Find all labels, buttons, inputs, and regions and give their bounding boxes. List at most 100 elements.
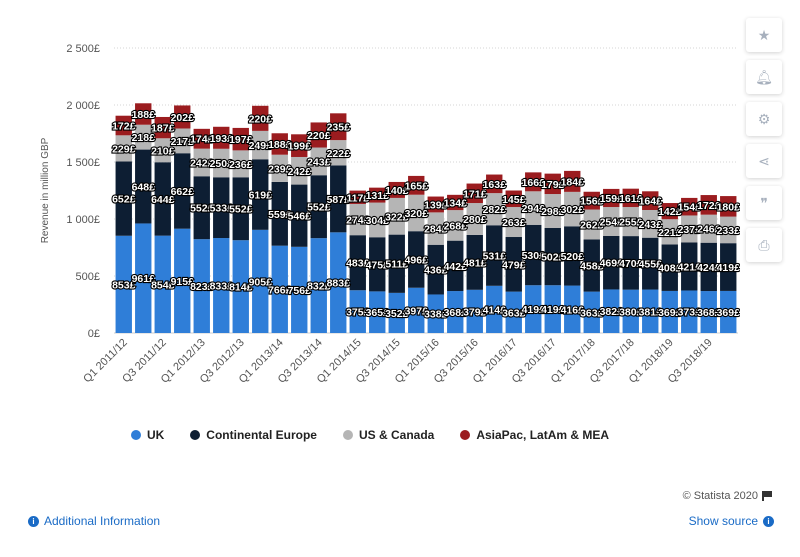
bar-segment: [232, 127, 249, 151]
legend-item-uk[interactable]: UK: [130, 428, 165, 442]
bar-segment: [271, 154, 288, 182]
data-label: 294£: [522, 203, 546, 215]
bar-segment: [213, 148, 230, 178]
bar-segment: [349, 235, 366, 291]
bar-segment: [681, 290, 698, 333]
star-icon[interactable]: ★: [746, 18, 782, 52]
data-label: 496£: [405, 254, 429, 266]
data-label: 662£: [171, 186, 195, 198]
bar-segment: [174, 228, 191, 333]
y-tick-label: 2 000£: [66, 100, 100, 112]
bar-segment: [447, 240, 464, 292]
data-label: 172£: [112, 121, 136, 133]
data-label: 171£: [463, 188, 487, 200]
data-label: 117£: [346, 192, 369, 204]
data-label: 552£: [307, 202, 331, 214]
bar-segment: [642, 289, 659, 333]
bar-segment: [603, 207, 620, 236]
data-label: 414£: [483, 304, 507, 316]
data-label: 237£: [678, 224, 702, 236]
bar-segment: [115, 235, 132, 333]
quote-icon[interactable]: ❞: [746, 186, 782, 220]
data-label: 235£: [327, 122, 351, 134]
bar-segment: [135, 124, 152, 150]
data-label: 142£: [658, 206, 682, 218]
data-label: 222£: [327, 148, 351, 160]
bar-segment: [310, 175, 327, 239]
bar-segment: [291, 184, 308, 247]
bar-segment: [213, 177, 230, 239]
bar-segment: [427, 212, 444, 245]
share-icon[interactable]: ⋖: [746, 144, 782, 178]
data-label: 159£: [600, 193, 624, 205]
bar-segment: [193, 128, 210, 149]
show-source-link[interactable]: Show source i: [689, 514, 774, 528]
legend-item-continental-europe[interactable]: Continental Europe: [190, 428, 317, 442]
bar-segment: [603, 188, 620, 208]
bar-segment: [427, 294, 444, 333]
data-label: 246£: [697, 224, 721, 236]
bar-segment: [505, 190, 522, 208]
bar-segment: [408, 175, 425, 195]
bar-segment: [310, 238, 327, 333]
data-label: 416£: [561, 304, 585, 316]
info-icon: i: [763, 515, 774, 527]
bar-segment: [661, 290, 678, 333]
data-label: 546£: [288, 211, 312, 223]
data-label: 854£: [151, 279, 175, 291]
legend-label: US & Canada: [358, 428, 435, 442]
bar-segment: [564, 226, 581, 286]
legend-item-asiapac[interactable]: AsiaPac, LatAm & MEA: [460, 428, 609, 442]
data-label: 961£: [132, 273, 156, 285]
bar-segment: [408, 231, 425, 288]
flag-icon: [762, 491, 774, 501]
bar-segment: [564, 170, 581, 192]
bar-segment: [349, 290, 366, 333]
bell-icon[interactable]: 🔔︎: [746, 60, 782, 94]
data-label: 552£: [190, 203, 214, 215]
legend-label: UK: [146, 428, 165, 442]
data-label: 381£: [639, 306, 663, 318]
bar-segment: [271, 245, 288, 333]
data-label: 236£: [229, 159, 253, 171]
bar-segment: [154, 138, 171, 163]
bar-segment: [622, 289, 639, 333]
bar-segment: [388, 197, 405, 235]
statista-credit[interactable]: © Statista 2020: [683, 490, 774, 502]
bar-segment: [174, 105, 191, 129]
data-label: 243£: [639, 219, 663, 231]
bar-segment: [174, 128, 191, 154]
data-label: 174£: [190, 134, 214, 146]
bar-segment: [115, 115, 132, 136]
data-label: 458£: [580, 261, 604, 273]
bar-segment: [583, 291, 600, 333]
bar-segment: [135, 223, 152, 333]
bar-segment: [700, 291, 717, 333]
additional-information-link[interactable]: i Additional Information: [28, 514, 160, 528]
data-label: 165£: [405, 180, 429, 192]
gear-icon[interactable]: ⚙: [746, 102, 782, 136]
data-label: 905£: [249, 276, 273, 288]
bar-segment: [486, 174, 503, 194]
bar-segment: [291, 246, 308, 333]
bar-segment: [271, 133, 288, 155]
bar-segment: [252, 130, 269, 160]
data-label: 832£: [307, 281, 331, 293]
print-icon[interactable]: ⎙: [746, 228, 782, 262]
bar-segment: [583, 209, 600, 240]
data-label: 199£: [288, 141, 312, 153]
legend-item-us-canada[interactable]: US & Canada: [342, 428, 435, 442]
bar-segment: [232, 150, 249, 178]
data-label: 249£: [249, 140, 273, 152]
data-label: 282£: [483, 204, 507, 216]
bar-segment: [388, 234, 405, 293]
bar-segment: [193, 148, 210, 177]
bar-segment: [720, 290, 737, 333]
data-label: 648£: [132, 182, 156, 194]
bar-segment: [466, 289, 483, 333]
data-label: 379£: [463, 306, 487, 318]
data-label: 284£: [424, 224, 448, 236]
data-label: 766£: [268, 284, 292, 296]
bar-segment: [135, 103, 152, 125]
bar-segment: [388, 181, 405, 198]
